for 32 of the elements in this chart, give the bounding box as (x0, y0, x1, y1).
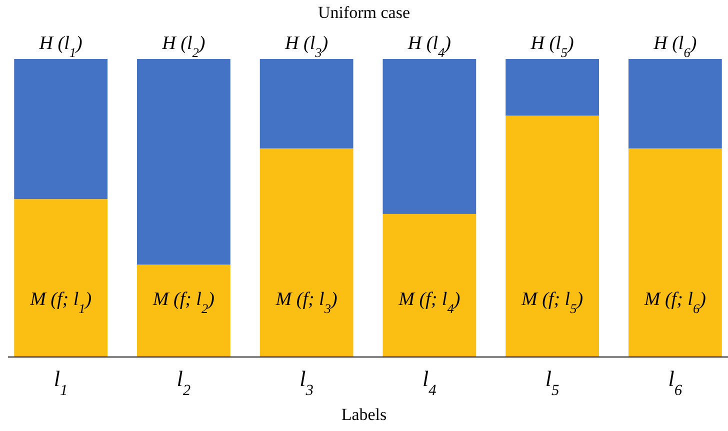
annotation: M (f; l$_{6}$) (643, 289, 706, 316)
annotation: M (f; l$_{5}$) (520, 289, 584, 316)
bar (137, 59, 230, 265)
bar (137, 264, 230, 357)
annotation: H (l$_{6}$) (652, 33, 697, 60)
chart-title: Uniform case (318, 3, 410, 22)
annotation: H (l$_{1}$) (38, 33, 82, 60)
bar (382, 214, 476, 357)
annotation: H (l$_{3}$) (284, 33, 328, 60)
x-tick-label: l$_{1}$ (54, 366, 68, 398)
annotation: H (l$_{4}$) (406, 33, 451, 60)
bar (506, 116, 599, 357)
x-axis-title: Labels (341, 405, 387, 424)
bar (14, 59, 108, 200)
annotation: M (f; l$_{1}$) (29, 289, 92, 316)
bar (260, 148, 354, 357)
bar (14, 199, 108, 357)
bar (260, 59, 354, 148)
bar (382, 59, 476, 214)
x-tick-label: l$_{4}$ (422, 366, 437, 398)
annotation: M (f; l$_{3}$) (274, 289, 338, 316)
bar (628, 148, 722, 357)
x-tick-label: l$_{5}$ (545, 366, 560, 398)
annotation: M (f; l$_{4}$) (398, 289, 460, 316)
x-tick-label: l$_{2}$ (176, 366, 191, 398)
bar (628, 59, 722, 148)
bar (506, 59, 599, 116)
x-tick-label: l$_{3}$ (300, 366, 314, 398)
annotation: M (f; l$_{2}$) (152, 289, 214, 316)
annotation: H (l$_{5}$) (530, 33, 574, 60)
x-tick-label: l$_{6}$ (668, 366, 682, 398)
annotation: H (l$_{2}$) (161, 33, 206, 60)
